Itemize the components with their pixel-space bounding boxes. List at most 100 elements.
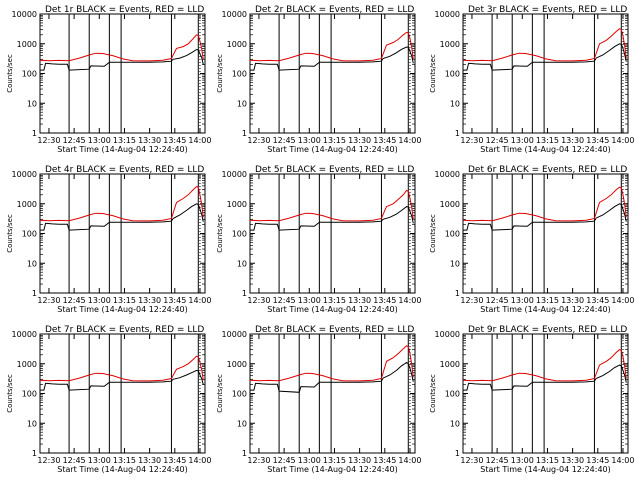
x-tick-label: 12:45 <box>486 296 509 305</box>
plot-title: Det 9r BLACK = Events, RED = LLD <box>468 325 627 335</box>
x-axis-label: Start Time (14-Aug-04 12:24:40) <box>57 305 188 314</box>
series-line-events <box>463 203 627 231</box>
x-tick-label: 13:00 <box>511 136 534 145</box>
x-tick-label: 14:00 <box>611 296 634 305</box>
plot-title: Det 6r BLACK = Events, RED = LLD <box>468 165 627 175</box>
x-tick-label: 13:45 <box>373 456 396 465</box>
y-tick-label: 1000 <box>17 40 37 49</box>
y-tick-label: 100 <box>22 230 37 239</box>
x-tick-label: 12:45 <box>273 456 296 465</box>
y-tick-label: 1000 <box>440 40 460 49</box>
series-line-events <box>463 364 627 391</box>
x-tick-label: 13:45 <box>586 296 609 305</box>
y-tick-label: 10 <box>237 419 247 428</box>
x-tick-label: 13:00 <box>511 456 534 465</box>
x-tick-label: 12:45 <box>63 136 86 145</box>
y-tick-label: 10000 <box>222 10 247 19</box>
panel-det-5: Det 5r BLACK = Events, RED = LLD 1 10 100 10… <box>216 165 421 314</box>
y-tick-label: 10 <box>27 99 37 108</box>
panel-det-8: Det 8r BLACK = Events, RED = LLD 1 10 100 10… <box>216 325 421 474</box>
panel-det-1: Det 1r BLACK = Events, RED = LLD 1 10 100 10… <box>6 5 211 154</box>
x-tick-label: 13:30 <box>348 456 371 465</box>
x-tick-label: 14:00 <box>398 136 421 145</box>
y-tick-label: 100 <box>445 70 460 79</box>
plot-frame <box>39 173 206 294</box>
y-tick-label: 100 <box>232 230 247 239</box>
y-tick-label: 1 <box>455 129 460 138</box>
x-tick-label: 14:00 <box>188 136 211 145</box>
x-tick-label: 12:45 <box>273 296 296 305</box>
x-tick-label: 13:45 <box>373 136 396 145</box>
x-tick-label: 13:30 <box>348 296 371 305</box>
series-line-events <box>250 361 414 393</box>
x-tick-label: 13:30 <box>138 456 161 465</box>
plot-title: Det 7r BLACK = Events, RED = LLD <box>45 325 204 335</box>
x-tick-label: 13:15 <box>536 136 559 145</box>
x-tick-label: 13:45 <box>163 456 186 465</box>
series-line-lld <box>249 31 414 62</box>
x-tick-label: 12:30 <box>460 136 483 145</box>
x-tick-label: 13:30 <box>138 136 161 145</box>
y-tick-label: 100 <box>22 390 37 399</box>
x-tick-label: 13:45 <box>163 136 186 145</box>
panel-det-9: Det 9r BLACK = Events, RED = LLD 1 10 100 10… <box>429 325 634 474</box>
x-tick-label: 13:30 <box>561 136 584 145</box>
x-tick-label: 13:00 <box>298 456 321 465</box>
y-tick-label: 1000 <box>17 360 37 369</box>
y-tick-label: 10000 <box>435 10 460 19</box>
x-tick-label: 12:30 <box>247 136 270 145</box>
y-axis-label: Counts/sec <box>6 374 14 413</box>
plot-title: Det 5r BLACK = Events, RED = LLD <box>255 165 414 175</box>
x-axis-label: Start Time (14-Aug-04 12:24:40) <box>57 465 188 474</box>
x-tick-label: 12:30 <box>460 296 483 305</box>
y-tick-label: 1 <box>455 289 460 298</box>
panel-det-3: Det 3r BLACK = Events, RED = LLD 1 10 100 10… <box>429 5 634 154</box>
x-axis-label: Start Time (14-Aug-04 12:24:40) <box>267 305 398 314</box>
x-axis-label: Start Time (14-Aug-04 12:24:40) <box>480 465 611 474</box>
x-tick-label: 14:00 <box>188 456 211 465</box>
plot-frame <box>249 13 416 134</box>
x-tick-label: 13:45 <box>373 296 396 305</box>
x-tick-label: 13:15 <box>323 296 346 305</box>
x-tick-label: 14:00 <box>611 136 634 145</box>
x-tick-label: 13:45 <box>586 136 609 145</box>
series-line-lld <box>462 349 627 382</box>
y-tick-label: 1 <box>242 129 247 138</box>
plot-title: Det 4r BLACK = Events, RED = LLD <box>45 165 204 175</box>
plot-frame <box>39 333 206 454</box>
y-tick-label: 10 <box>450 259 460 268</box>
series-line-lld <box>249 345 414 382</box>
y-tick-label: 1 <box>455 449 460 458</box>
series-line-events <box>250 206 414 231</box>
series-line-events <box>463 43 627 71</box>
y-axis-label: Counts/sec <box>6 214 14 253</box>
x-tick-label: 14:00 <box>611 456 634 465</box>
x-tick-label: 12:30 <box>37 136 60 145</box>
y-tick-label: 10000 <box>222 170 247 179</box>
y-axis-label: Counts/sec <box>429 54 437 93</box>
y-tick-label: 10000 <box>12 330 37 339</box>
x-tick-label: 13:00 <box>88 296 111 305</box>
plot-frame <box>249 333 416 454</box>
series-line-events <box>40 369 204 391</box>
y-tick-label: 10 <box>27 259 37 268</box>
plot-frame <box>462 173 629 294</box>
x-tick-label: 12:45 <box>486 456 509 465</box>
y-tick-label: 1 <box>242 449 247 458</box>
y-tick-label: 1000 <box>440 360 460 369</box>
panel-det-7: Det 7r BLACK = Events, RED = LLD 1 10 100 10… <box>6 325 211 474</box>
x-tick-label: 13:30 <box>561 456 584 465</box>
y-tick-label: 1000 <box>227 200 247 209</box>
y-tick-label: 100 <box>232 70 247 79</box>
y-axis-label: Counts/sec <box>216 214 224 253</box>
y-tick-label: 10000 <box>435 330 460 339</box>
x-tick-label: 13:30 <box>138 296 161 305</box>
y-axis-label: Counts/sec <box>429 214 437 253</box>
x-tick-label: 12:45 <box>273 136 296 145</box>
x-tick-label: 12:30 <box>247 296 270 305</box>
series-line-events <box>40 203 204 231</box>
y-tick-label: 1 <box>32 449 37 458</box>
y-axis-label: Counts/sec <box>216 374 224 413</box>
y-tick-label: 100 <box>232 390 247 399</box>
